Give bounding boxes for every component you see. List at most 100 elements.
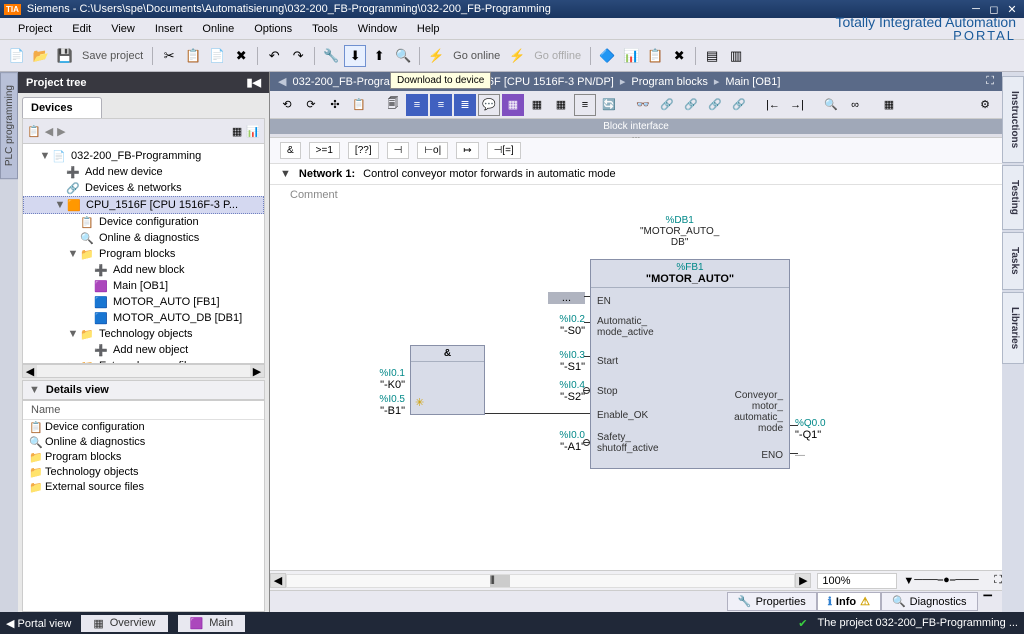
et-icon[interactable]: ▦ — [878, 94, 900, 116]
status-tab-main[interactable]: 🟪Main — [178, 615, 246, 632]
hscroll-left[interactable]: ◀ — [270, 573, 286, 588]
et-icon[interactable]: 🔗 — [680, 94, 702, 116]
menu-insert[interactable]: Insert — [145, 21, 193, 37]
status-tab-overview[interactable]: ▦Overview — [81, 615, 167, 632]
details-view-header[interactable]: ▼ Details view — [22, 380, 265, 400]
cut-icon[interactable]: ✂ — [158, 45, 180, 67]
details-row[interactable]: 🔍Online & diagnostics — [23, 435, 264, 450]
tree-item[interactable]: ▼📁Technology objects — [23, 326, 264, 342]
et-icon[interactable]: ⟳ — [300, 94, 322, 116]
et-icon[interactable]: 👓 — [632, 94, 654, 116]
save-icon[interactable]: 💾 — [54, 45, 76, 67]
et-settings-icon[interactable]: ⚙ — [974, 94, 996, 116]
tree-item[interactable]: ▼📄032-200_FB-Programming — [23, 148, 264, 164]
et-icon[interactable]: ≡ — [574, 94, 596, 116]
tab-properties[interactable]: 🔧Properties — [727, 592, 817, 611]
breadcrumb-expand-icon[interactable]: ⛶ — [986, 75, 994, 88]
download-icon[interactable]: ⬇ — [344, 45, 366, 67]
network-header[interactable]: ▼ Network 1: Control conveyor motor forw… — [270, 164, 1002, 185]
menu-project[interactable]: Project — [8, 21, 62, 37]
et-icon[interactable]: 🔗 — [728, 94, 750, 116]
paste-icon[interactable]: 📄 — [206, 45, 228, 67]
tree-item[interactable]: ▼📁Program blocks — [23, 246, 264, 262]
hscroll-right[interactable]: ▶ — [795, 573, 811, 588]
search-icon[interactable]: 🔍 — [392, 45, 414, 67]
menu-window[interactable]: Window — [348, 21, 407, 37]
prop-collapse-icon[interactable]: ▔ — [978, 595, 998, 608]
tree-item[interactable]: ▼🟧CPU_1516F [CPU 1516F-3 P... — [23, 196, 264, 214]
tab-info[interactable]: ℹInfo⚠ — [817, 592, 881, 611]
et-icon[interactable]: ≡ — [406, 94, 428, 116]
tree-item[interactable]: 🟪Main [OB1] — [23, 278, 264, 294]
et-icon[interactable]: 💬 — [478, 94, 500, 116]
go-offline-button[interactable]: Go offline — [530, 50, 585, 62]
et-icon[interactable]: ∞ — [844, 94, 866, 116]
project-tree[interactable]: ▼📄032-200_FB-Programming➕Add new device🔗… — [22, 144, 265, 364]
open-project-icon[interactable]: 📂 — [30, 45, 52, 67]
et-icon[interactable]: ≣ — [454, 94, 476, 116]
tree-nav-back[interactable]: ◀ — [45, 125, 53, 138]
lad-button[interactable]: ⊣ — [387, 142, 410, 159]
and-block[interactable]: & %I0.1"-K0" %I0.5"-B1" ✳ — [410, 345, 485, 415]
et-icon[interactable]: 📋 — [348, 94, 370, 116]
tree-nav-fwd[interactable]: ▶ — [57, 125, 65, 138]
toolbar-icon-3[interactable]: 📋 — [644, 45, 666, 67]
tab-libraries[interactable]: Libraries — [1002, 292, 1024, 364]
menu-edit[interactable]: Edit — [62, 21, 101, 37]
tab-devices[interactable]: Devices — [22, 97, 102, 118]
portal-view-button[interactable]: ◀ Portal view — [6, 617, 71, 630]
zoom-slider[interactable]: ───⎯●⎯─── — [914, 574, 994, 587]
zoom-input[interactable] — [817, 573, 897, 589]
menu-tools[interactable]: Tools — [302, 21, 348, 37]
lad-button[interactable]: & — [280, 142, 301, 159]
et-icon[interactable]: 🔗 — [704, 94, 726, 116]
split-v-icon[interactable]: ▥ — [725, 45, 747, 67]
go-online-icon[interactable]: ⚡ — [425, 45, 447, 67]
et-icon[interactable]: ▦ — [502, 94, 524, 116]
copy-icon[interactable]: 📋 — [182, 45, 204, 67]
et-icon[interactable]: 🗐 — [382, 94, 404, 116]
tree-item[interactable]: 📋Device configuration — [23, 214, 264, 230]
details-row[interactable]: 📋Device configuration — [23, 420, 264, 435]
tree-btn-1[interactable]: 📋 — [27, 125, 41, 138]
et-icon[interactable]: 🔄 — [598, 94, 620, 116]
collapse-tree-icon[interactable]: ▮◀ — [246, 76, 261, 89]
lad-button[interactable]: ↦ — [456, 142, 478, 159]
new-project-icon[interactable]: 📄 — [6, 45, 28, 67]
et-icon[interactable]: ⟲ — [276, 94, 298, 116]
menu-view[interactable]: View — [101, 21, 145, 37]
tree-expand-icon[interactable]: 📊 — [246, 125, 260, 138]
zoom-dropdown-icon[interactable]: ▼ — [903, 575, 914, 587]
tree-item[interactable]: 🟦MOTOR_AUTO_DB [DB1] — [23, 310, 264, 326]
et-icon[interactable]: ▦ — [550, 94, 572, 116]
undo-icon[interactable]: ↶ — [263, 45, 285, 67]
delete-icon[interactable]: ✖ — [230, 45, 252, 67]
tree-view-icon[interactable]: ▦ — [232, 125, 242, 138]
upload-icon[interactable]: ⬆ — [368, 45, 390, 67]
et-icon[interactable]: |← — [762, 94, 784, 116]
cross-ref-icon[interactable]: ✖ — [668, 45, 690, 67]
network-collapse-icon[interactable]: ▼ — [280, 168, 291, 180]
tab-tasks[interactable]: Tasks — [1002, 232, 1024, 290]
menu-help[interactable]: Help — [407, 21, 450, 37]
menu-options[interactable]: Options — [244, 21, 302, 37]
tree-item[interactable]: ➕Add new block — [23, 262, 264, 278]
et-icon[interactable]: ▦ — [526, 94, 548, 116]
et-icon[interactable]: →| — [786, 94, 808, 116]
go-offline-icon[interactable]: ⚡ — [506, 45, 528, 67]
details-row[interactable]: 📁Technology objects — [23, 465, 264, 480]
fbd-canvas[interactable]: %DB1 "MOTOR_AUTO_ DB" %FB1 "MOTOR_AUTO" … — [270, 205, 1002, 570]
zoom-fit-icon[interactable]: ⛶ — [994, 574, 1002, 587]
tab-diagnostics[interactable]: 🔍Diagnostics — [881, 592, 978, 611]
et-icon[interactable]: 🔍 — [820, 94, 842, 116]
lad-button[interactable]: [??] — [348, 142, 379, 159]
tree-item[interactable]: ➕Add new device — [23, 164, 264, 180]
menu-online[interactable]: Online — [192, 21, 244, 37]
lad-button[interactable]: ⊢o| — [417, 142, 448, 159]
go-online-button[interactable]: Go online — [449, 50, 504, 62]
toolbar-icon-1[interactable]: 🔷 — [596, 45, 618, 67]
redo-icon[interactable]: ↷ — [287, 45, 309, 67]
et-icon[interactable]: 🔗 — [656, 94, 678, 116]
save-project-button[interactable]: Save project — [78, 50, 147, 62]
breadcrumb-item[interactable]: Main [OB1] — [725, 76, 780, 88]
